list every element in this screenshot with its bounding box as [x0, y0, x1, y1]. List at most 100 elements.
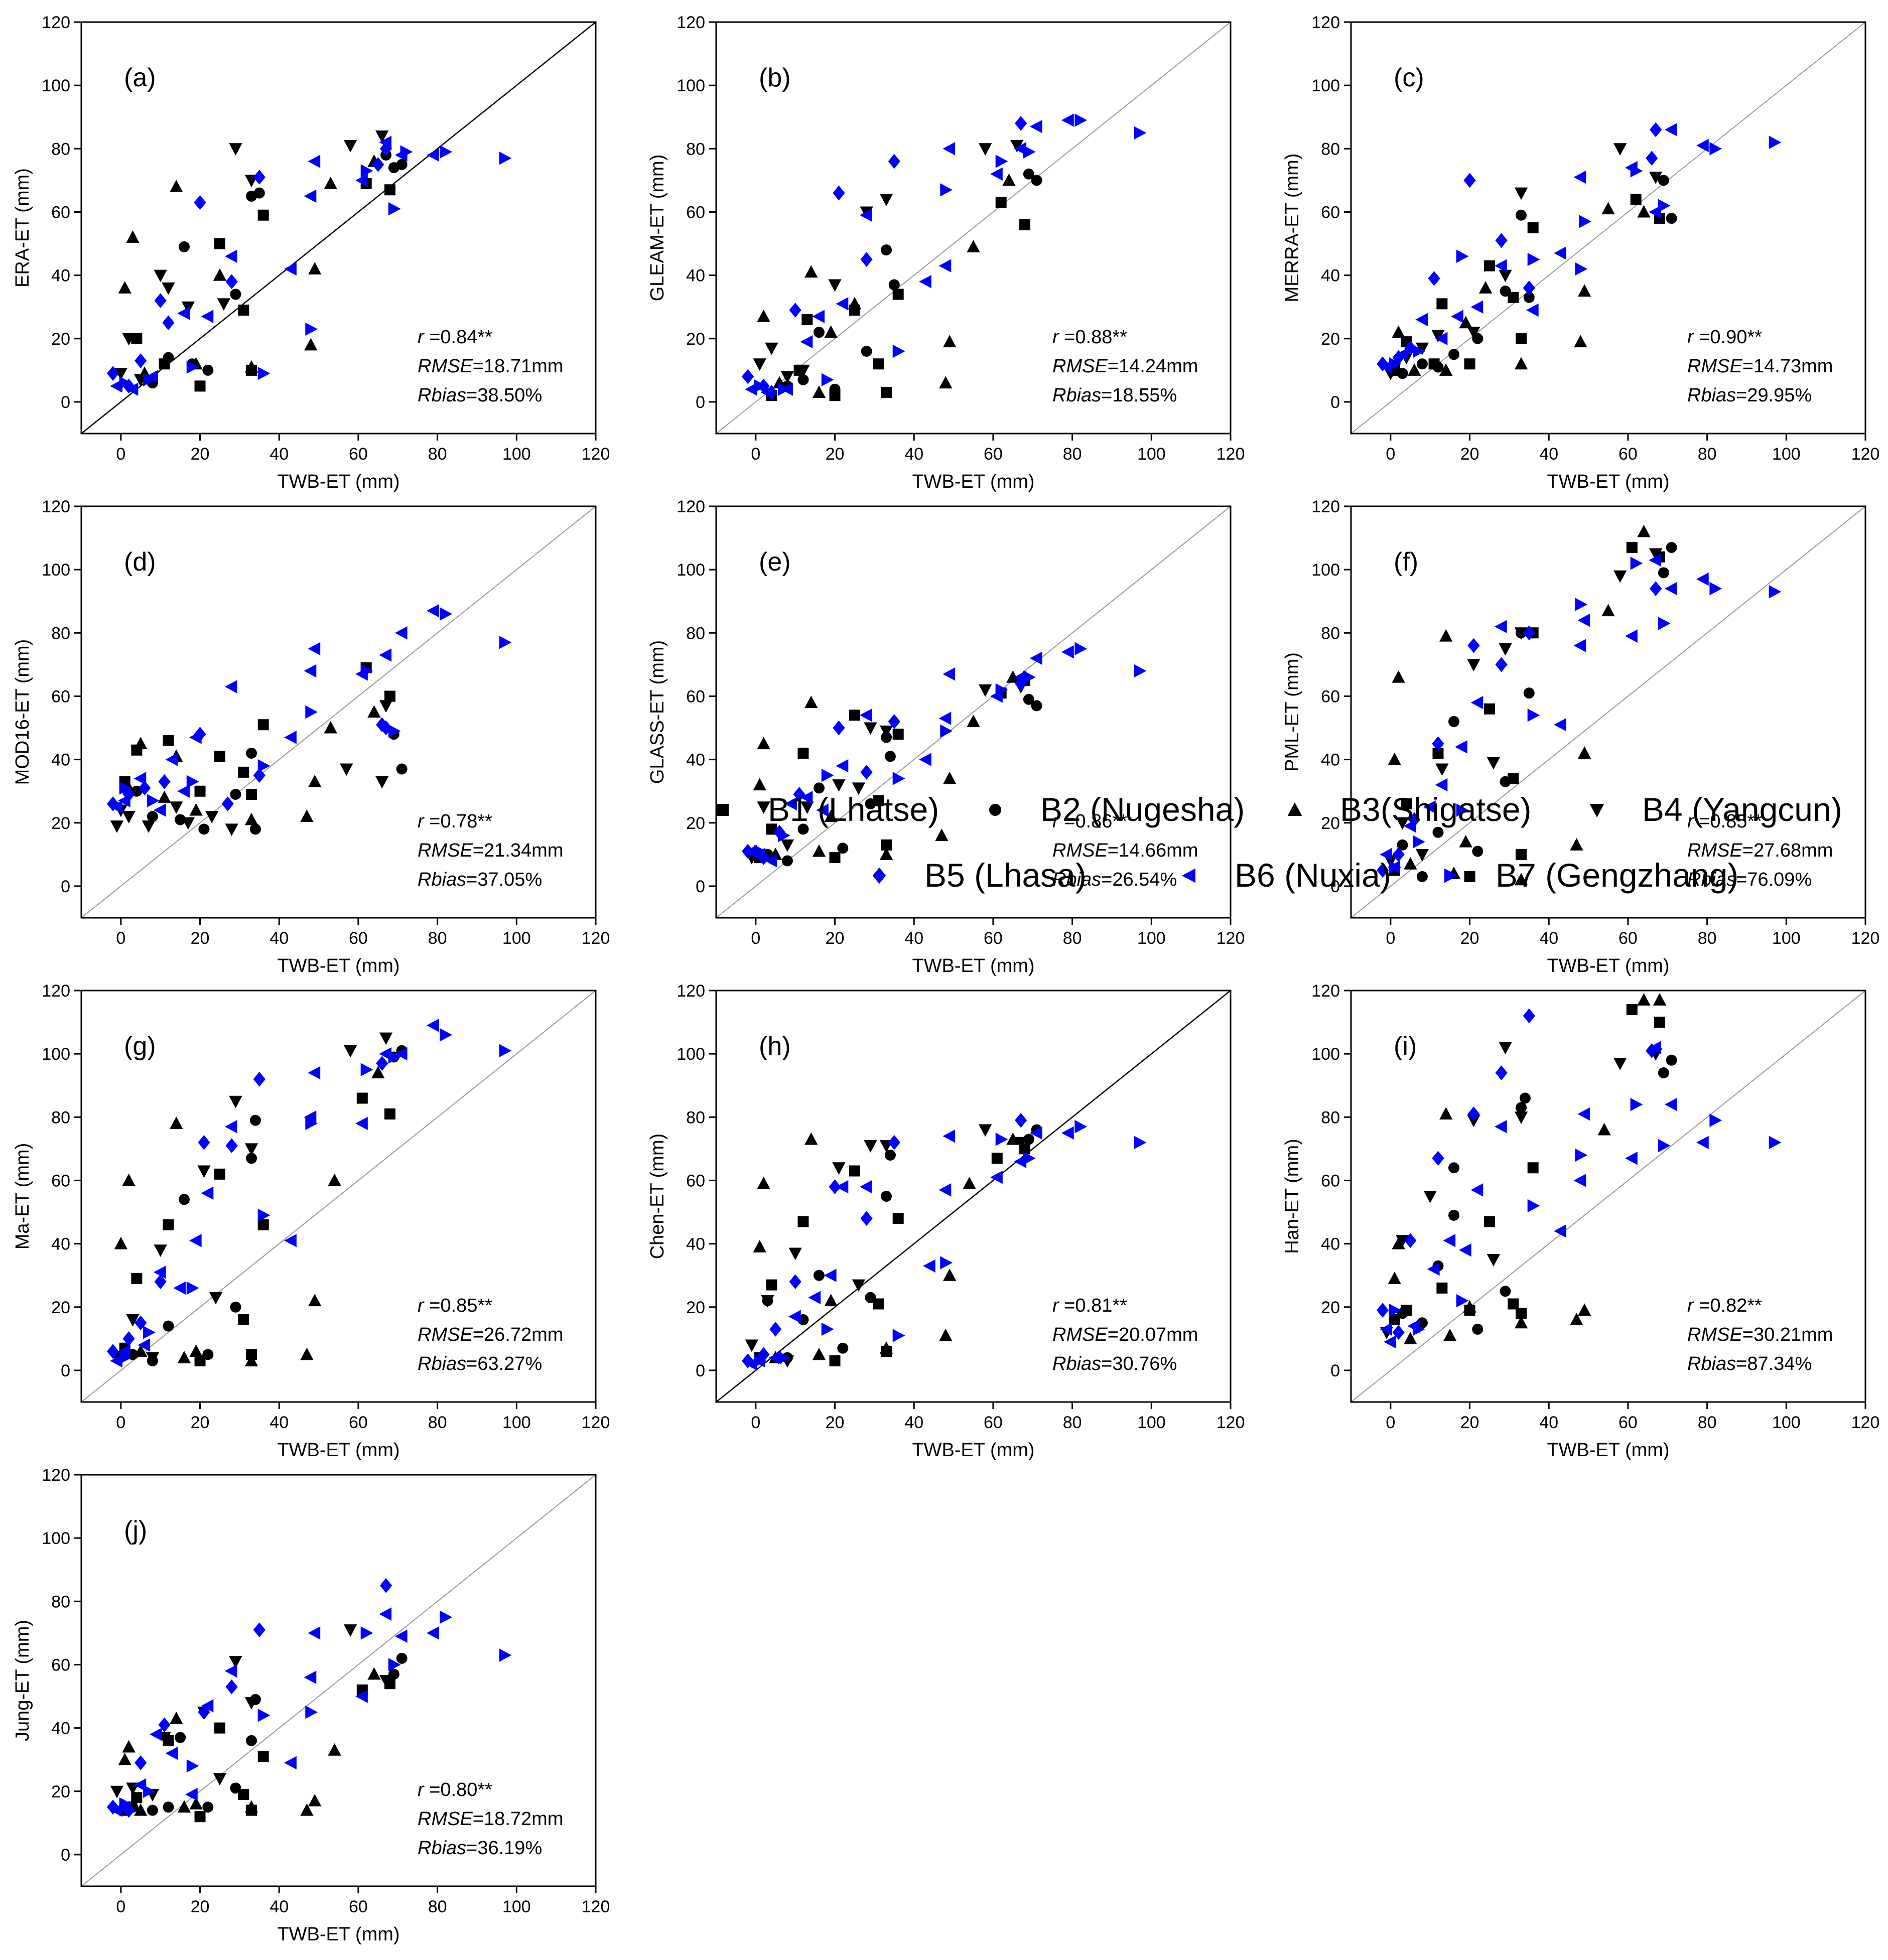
panel-e: 0 0 20 20 40 40 60 60 80 80 100 100 120 120 TWB-ET (mm…	[647, 497, 1245, 976]
data-point	[110, 800, 122, 814]
data-point	[1514, 187, 1528, 200]
data-point	[1439, 629, 1453, 642]
data-point	[1023, 168, 1034, 180]
y-tick-label: 60	[51, 203, 70, 222]
data-point	[1649, 548, 1663, 561]
data-point	[829, 1355, 841, 1366]
series-b1-lhatse	[1389, 1004, 1665, 1325]
data-point	[1074, 113, 1088, 127]
y-tick-label: 60	[51, 1171, 70, 1190]
data-point	[198, 1705, 210, 1720]
data-point	[284, 262, 297, 276]
data-point	[1432, 748, 1444, 759]
data-point	[1006, 1132, 1020, 1145]
data-point	[1526, 303, 1539, 317]
stat-rmse: RMSE=18.72mm	[418, 1808, 563, 1830]
data-point	[1579, 215, 1591, 228]
data-point	[360, 1626, 373, 1640]
data-point	[778, 1351, 790, 1364]
data-point	[426, 1019, 439, 1032]
data-point	[1029, 1126, 1042, 1140]
data-point	[209, 1292, 223, 1305]
data-point	[304, 1670, 317, 1684]
data-point	[814, 327, 825, 338]
data-point	[821, 373, 834, 386]
x-tick-label: 120	[1217, 929, 1245, 948]
y-tick-label: 120	[1311, 982, 1340, 1001]
data-point	[1554, 1224, 1566, 1238]
data-point	[189, 1234, 202, 1247]
data-point	[797, 823, 809, 835]
data-point	[440, 145, 453, 159]
data-point	[244, 1697, 258, 1710]
plot-frame	[1350, 990, 1866, 1403]
data-point	[305, 322, 318, 336]
y-tick-label: 120	[677, 13, 705, 32]
data-point	[179, 241, 190, 252]
data-point	[796, 364, 810, 377]
data-point	[1389, 1303, 1402, 1317]
data-point	[942, 1129, 956, 1143]
x-tick-label: 20	[826, 1413, 845, 1432]
data-point	[126, 230, 140, 243]
data-point	[189, 1344, 203, 1357]
data-point	[1570, 838, 1583, 851]
series-b7-gengzhang	[119, 1610, 512, 1811]
data-point	[201, 1699, 214, 1713]
data-point	[892, 1329, 905, 1342]
data-point	[942, 667, 956, 681]
y-tick-label: 20	[1321, 330, 1340, 349]
series-b6-nuxia	[110, 604, 439, 817]
data-point	[186, 775, 199, 788]
data-point	[1435, 763, 1449, 776]
data-point	[745, 1339, 759, 1352]
x-tick-label: 20	[191, 1413, 210, 1432]
y-tick-label: 80	[51, 139, 70, 159]
data-point	[1436, 1282, 1448, 1294]
data-point	[154, 293, 167, 308]
data-point	[181, 817, 195, 830]
x-tick-label: 0	[751, 1413, 760, 1432]
data-point	[201, 1186, 214, 1200]
data-point	[1575, 262, 1588, 276]
data-point	[198, 823, 210, 835]
data-point	[253, 187, 265, 199]
one-to-one-line	[716, 991, 1231, 1402]
y-tick-label: 120	[1311, 497, 1340, 516]
data-point	[1019, 219, 1030, 230]
data-point	[257, 1751, 269, 1762]
data-point	[1769, 135, 1782, 149]
data-point	[173, 1281, 186, 1295]
data-point	[1061, 113, 1074, 127]
data-point	[812, 310, 825, 323]
data-point	[1392, 670, 1405, 683]
data-point	[967, 715, 980, 727]
stat-rmse: RMSE=21.34mm	[418, 840, 563, 861]
data-points	[1376, 122, 1782, 380]
data-point	[253, 1071, 265, 1087]
y-tick-label: 40	[51, 751, 70, 770]
data-point	[440, 607, 453, 621]
data-point	[175, 814, 186, 825]
data-point	[881, 244, 892, 256]
data-point	[836, 297, 849, 311]
y-tick-label: 120	[42, 1466, 70, 1485]
data-point	[1023, 1134, 1034, 1145]
data-point	[1527, 709, 1540, 722]
data-point	[1029, 119, 1042, 133]
y-tick-label: 0	[1330, 877, 1340, 896]
legend-item-b2-nugesha: B2 (Nugesha)	[989, 791, 1245, 828]
scatter-panels: 0 0 20 20 40 40 60 60 80 80 100 100 120 120 TWB-ET (mm…	[12, 13, 1879, 1945]
data-point	[849, 1165, 860, 1177]
data-point	[940, 183, 953, 197]
data-point	[1134, 1136, 1147, 1149]
x-axis-label: TWB-ET (mm)	[912, 471, 1034, 492]
data-point	[1500, 1286, 1511, 1297]
data-point	[229, 143, 242, 156]
data-point	[1573, 170, 1586, 184]
series-b4-yangcun	[110, 1032, 393, 1365]
data-point	[308, 1066, 321, 1080]
x-axis-label: TWB-ET (mm)	[277, 1924, 399, 1945]
x-tick-label: 60	[984, 445, 1003, 464]
data-point	[1494, 1120, 1507, 1134]
